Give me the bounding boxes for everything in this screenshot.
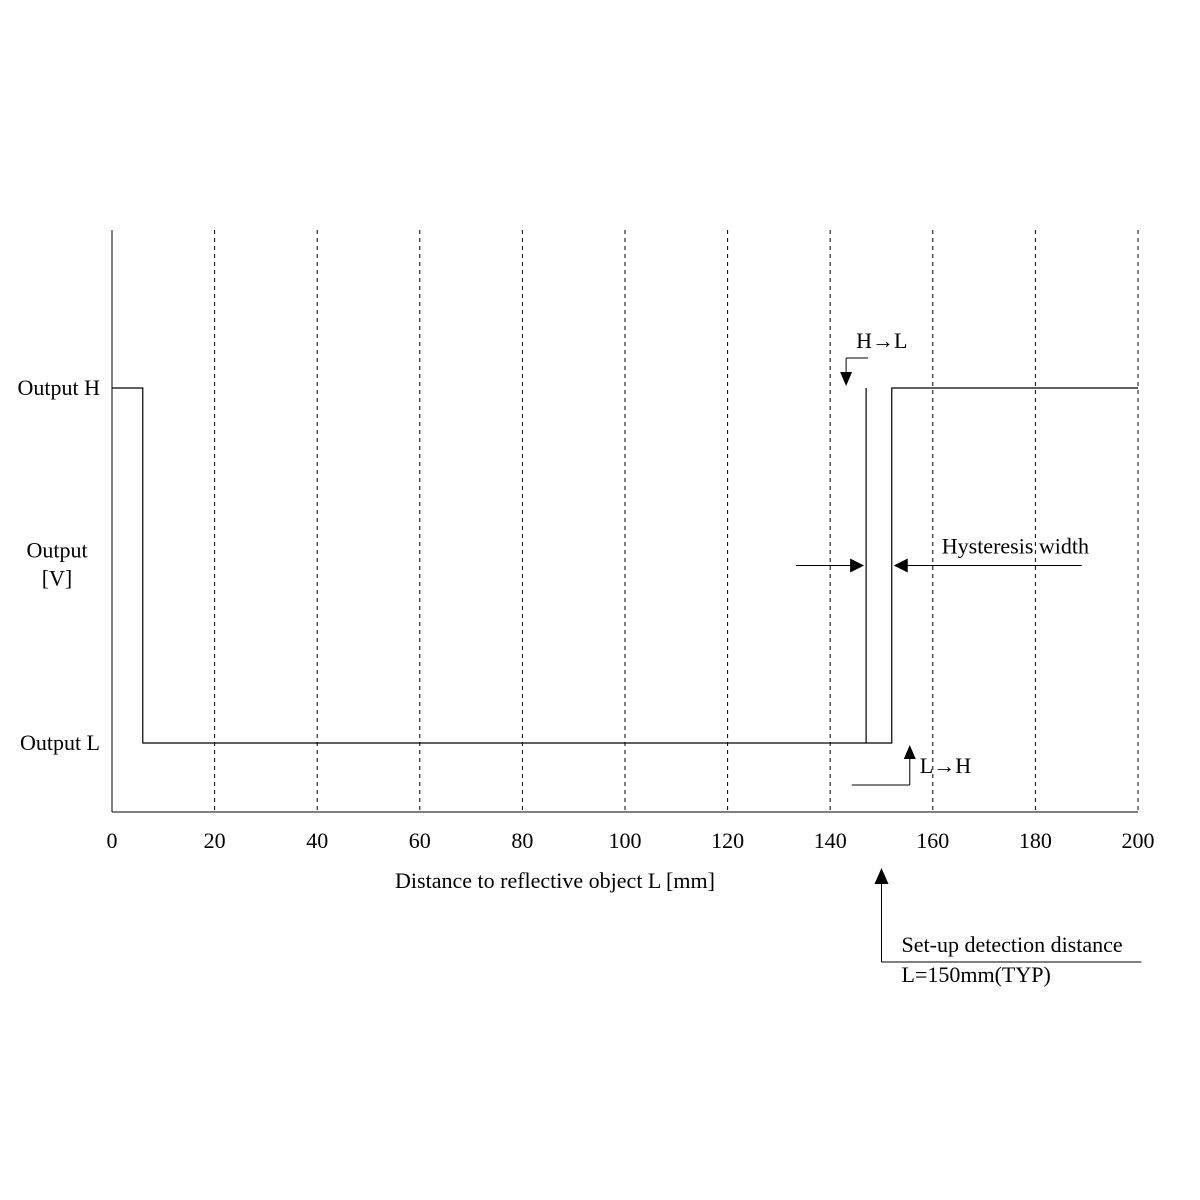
x-tick-label: 140 <box>814 828 847 853</box>
setup-label-line2: L=150mm(TYP) <box>902 962 1051 987</box>
lh-annotation: L→H <box>852 745 971 785</box>
y-axis-label-line1: Output <box>26 538 87 563</box>
hl-arrow <box>846 358 868 382</box>
hl-annotation: H→L <box>840 328 907 386</box>
x-tick-label: 160 <box>916 828 949 853</box>
x-tick-label: 120 <box>711 828 744 853</box>
x-tick-label: 20 <box>204 828 226 853</box>
lh-arrow <box>852 749 910 785</box>
hl-arrowhead-icon <box>840 372 852 386</box>
x-tick-label: 0 <box>107 828 118 853</box>
x-tick-label: 40 <box>306 828 328 853</box>
setup-arrowhead-icon <box>875 868 889 884</box>
y-axis-label-line2: [V] <box>42 566 73 591</box>
x-tick-labels: 0 20 40 60 80 100 120 140 160 180 200 <box>107 828 1155 853</box>
hl-label: H→L <box>856 328 907 353</box>
x-axis-label: Distance to reflective object L [mm] <box>395 868 715 893</box>
hysteresis-width-annotation: Hysteresis width <box>796 534 1089 573</box>
hysteresis-chart: 0 20 40 60 80 100 120 140 160 180 200 Output H Out… <box>0 0 1200 1200</box>
x-tick-label: 80 <box>511 828 533 853</box>
hyst-left-arrowhead-icon <box>850 559 864 573</box>
x-tick-label: 100 <box>609 828 642 853</box>
setup-label-line1: Set-up detection distance <box>902 932 1123 957</box>
hyst-right-arrowhead-icon <box>894 559 908 573</box>
x-tick-label: 60 <box>409 828 431 853</box>
lh-label: L→H <box>920 753 971 778</box>
x-tick-label: 180 <box>1019 828 1052 853</box>
x-tick-label: 200 <box>1122 828 1155 853</box>
y-tick-output-h: Output H <box>18 375 101 400</box>
y-tick-output-l: Output L <box>20 730 100 755</box>
grid-lines <box>215 230 1138 812</box>
lh-arrowhead-icon <box>904 745 916 759</box>
setup-distance-annotation: Set-up detection distance L=150mm(TYP) <box>875 868 1142 987</box>
hysteresis-width-label: Hysteresis width <box>942 534 1089 559</box>
